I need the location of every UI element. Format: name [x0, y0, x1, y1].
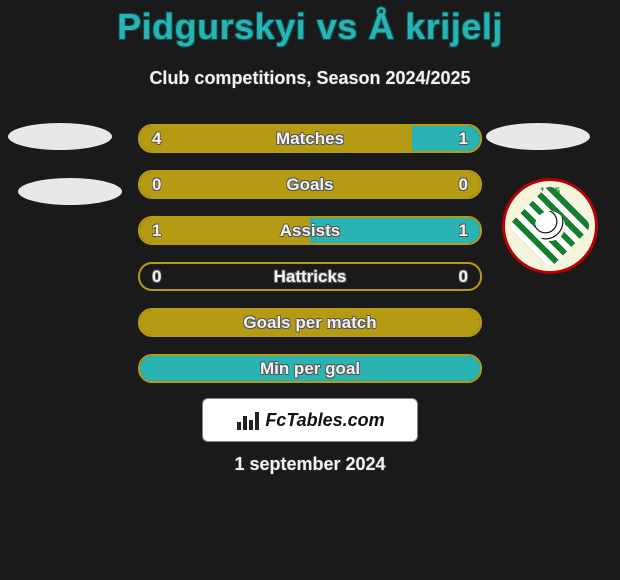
stat-row-min-per-goal: Min per goal — [138, 354, 482, 383]
stat-label: Goals — [140, 172, 480, 197]
stats-container: 4 Matches 1 0 Goals 0 1 Assists 1 0 Hatt… — [138, 124, 482, 400]
source-label: FcTables.com — [265, 410, 384, 431]
stat-label: Hattricks — [140, 264, 480, 289]
stat-row-goals: 0 Goals 0 — [138, 170, 482, 199]
stat-label: Min per goal — [140, 356, 480, 381]
stat-value-right: 0 — [459, 172, 468, 197]
stat-value-right: 1 — [459, 126, 468, 151]
stat-label: Goals per match — [140, 310, 480, 335]
player-left-silhouette-1 — [8, 123, 112, 150]
stat-row-goals-per-match: Goals per match — [138, 308, 482, 337]
stat-row-matches: 4 Matches 1 — [138, 124, 482, 153]
stat-row-assists: 1 Assists 1 — [138, 216, 482, 245]
stat-value-right: 1 — [459, 218, 468, 243]
stat-row-hattricks: 0 Hattricks 0 — [138, 262, 482, 291]
subtitle: Club competitions, Season 2024/2025 — [0, 68, 620, 89]
stat-label: Assists — [140, 218, 480, 243]
bar-chart-icon — [235, 408, 259, 432]
club-badge-right: 1955 — [502, 178, 598, 274]
soccer-ball-icon — [535, 211, 565, 241]
stat-label: Matches — [140, 126, 480, 151]
player-left-silhouette-2 — [18, 178, 122, 205]
page-title: Pidgurskyi vs Å krijelj — [0, 0, 620, 48]
footer-date: 1 september 2024 — [0, 454, 620, 475]
player-right-silhouette-1 — [486, 123, 590, 150]
source-badge[interactable]: FcTables.com — [202, 398, 418, 442]
stat-value-right: 0 — [459, 264, 468, 289]
